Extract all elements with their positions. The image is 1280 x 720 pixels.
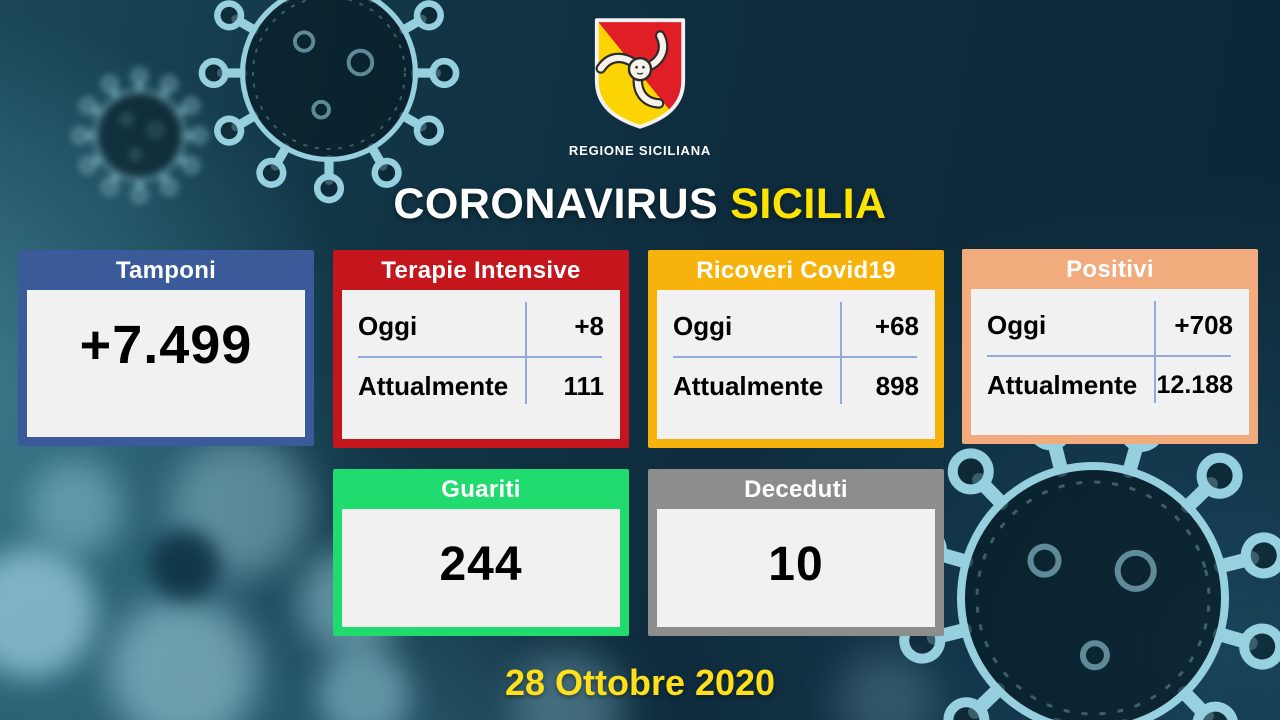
stat-label: Attualmente xyxy=(358,370,509,401)
region-logo: REGIONE SICILIANA xyxy=(0,14,1280,158)
stat-label: Oggi xyxy=(987,309,1047,340)
stat-value: +68 xyxy=(874,310,919,341)
stat-label: Oggi xyxy=(358,310,418,341)
report-date: 28 Ottobre 2020 xyxy=(504,662,776,703)
logo-caption: REGIONE SICILIANA xyxy=(568,143,712,158)
stat-value: 12.188 xyxy=(1156,370,1233,399)
divider-vertical xyxy=(840,302,843,404)
stat-row-oggi: Oggi +68 xyxy=(673,296,919,356)
stat-label: Attualmente xyxy=(987,369,1138,400)
stat-value: +8 xyxy=(574,310,604,341)
card-tamponi-value: +7.499 xyxy=(79,315,253,375)
divider-horizontal xyxy=(358,356,602,358)
card-deceduti: Deceduti 10 xyxy=(648,469,944,636)
stat-row-attualmente: Attualmente 111 xyxy=(358,356,604,416)
divider-horizontal xyxy=(673,356,917,358)
stat-value: 111 xyxy=(563,370,604,401)
card-deceduti-title: Deceduti xyxy=(744,476,848,503)
stat-label: Oggi xyxy=(673,310,733,341)
card-positivi-title: Positivi xyxy=(1066,256,1154,283)
card-deceduti-value: 10 xyxy=(768,538,824,591)
card-tamponi-title: Tamponi xyxy=(115,257,217,284)
stat-value: 898 xyxy=(875,370,919,401)
card-ricoveri-covid19: Ricoveri Covid19 Oggi +68 Attualmente 89… xyxy=(648,250,944,448)
card-guariti: Guariti 244 xyxy=(333,469,629,636)
card-positivi: Positivi Oggi +708 Attualmente 12.188 xyxy=(962,249,1258,444)
card-tamponi: Tamponi +7.499 xyxy=(18,250,314,446)
stat-row-attualmente: Attualmente 898 xyxy=(673,356,919,416)
page-title-accent: SICILIA xyxy=(730,180,887,228)
stat-row-oggi: Oggi +708 xyxy=(987,295,1233,355)
card-guariti-value: 244 xyxy=(439,538,523,591)
sicily-coat-of-arms-icon xyxy=(594,18,686,129)
divider-vertical xyxy=(1154,301,1157,403)
stat-row-attualmente: Attualmente 12.188 xyxy=(987,355,1233,415)
card-ricoveri-title: Ricoveri Covid19 xyxy=(696,257,896,284)
stat-row-oggi: Oggi +8 xyxy=(358,296,604,356)
stat-value: +708 xyxy=(1174,309,1233,340)
card-guariti-title: Guariti xyxy=(441,476,521,503)
stat-label: Attualmente xyxy=(673,370,824,401)
divider-vertical xyxy=(525,302,528,404)
card-terapie-title: Terapie Intensive xyxy=(381,257,581,284)
card-terapie-intensive: Terapie Intensive Oggi +8 Attualmente 11… xyxy=(333,250,629,448)
divider-horizontal xyxy=(987,355,1231,357)
